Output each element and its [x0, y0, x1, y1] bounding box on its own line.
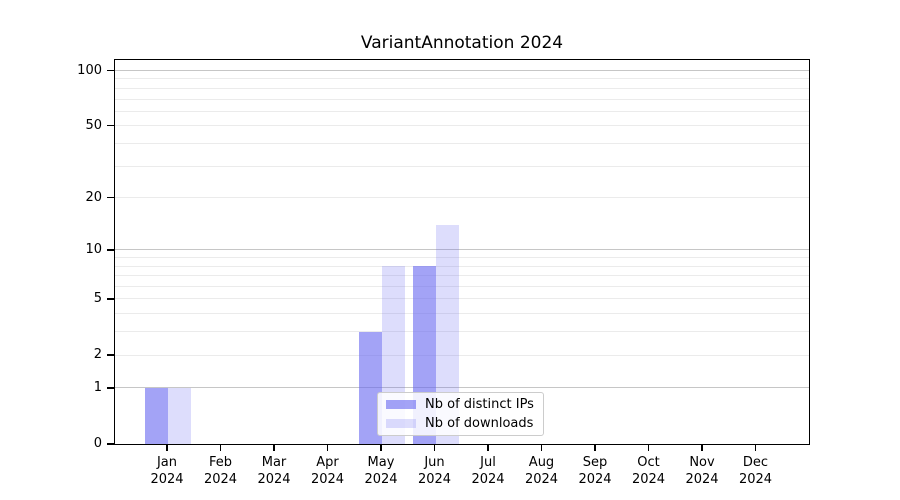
- legend: Nb of distinct IPs Nb of downloads: [377, 392, 544, 436]
- x-axis-tick: [540, 444, 543, 451]
- x-axis-tick-label: Oct 2024: [631, 455, 666, 487]
- gridline-minor: [115, 275, 809, 277]
- legend-swatch-distinct-ips: [386, 400, 416, 409]
- gridline-major: [115, 70, 809, 71]
- legend-item-distinct-ips: Nb of distinct IPs: [386, 397, 535, 412]
- x-axis-tick-label: May 2024: [364, 455, 398, 487]
- y-axis-tick: [107, 249, 114, 251]
- y-axis-tick: [107, 354, 114, 356]
- y-axis-tick: [107, 69, 114, 72]
- legend-label-downloads: Nb of downloads: [425, 416, 534, 431]
- chart-title: VariantAnnotation 2024: [360, 33, 564, 53]
- x-axis-tick: [594, 444, 596, 451]
- y-axis-tick-label: 2: [93, 347, 102, 363]
- gridline-minor: [115, 197, 809, 199]
- plot-area: [114, 59, 810, 445]
- gridline-major: [115, 249, 809, 251]
- gridline-minor: [115, 257, 809, 259]
- x-axis-tick: [487, 444, 489, 451]
- x-axis-tick: [326, 444, 329, 451]
- x-axis-tick-label: Aug 2024: [524, 455, 559, 487]
- bar-downloads: [435, 224, 459, 444]
- gridline-minor: [115, 313, 809, 315]
- x-axis-tick-label: Jun 2024: [417, 455, 452, 487]
- y-axis-tick: [107, 125, 114, 127]
- x-axis-tick: [166, 444, 168, 451]
- bar-distinct-ips: [145, 387, 168, 444]
- x-axis-tick: [701, 444, 703, 451]
- x-axis-tick-label: Jan 2024: [150, 455, 184, 487]
- gridline-minor: [115, 98, 809, 100]
- y-axis-tick: [107, 443, 114, 445]
- x-axis-tick: [754, 444, 757, 451]
- x-axis-tick-label: Sep 2024: [578, 455, 612, 487]
- x-axis-tick-label: Dec 2024: [738, 455, 773, 487]
- y-axis-tick: [107, 298, 114, 300]
- gridline-minor: [115, 78, 809, 80]
- gridline-minor: [115, 354, 809, 356]
- gridline-minor: [115, 265, 809, 267]
- x-axis-tick: [647, 444, 650, 451]
- gridline-minor: [115, 87, 809, 89]
- x-axis-tick: [219, 444, 222, 451]
- x-axis-tick-label: Nov 2024: [685, 455, 719, 487]
- gridline-minor: [115, 165, 809, 167]
- y-axis-tick-label: 10: [85, 241, 102, 257]
- y-axis-tick-label: 50: [85, 117, 102, 133]
- x-axis-tick-label: Feb 2024: [203, 455, 238, 487]
- gridline-minor: [115, 286, 809, 288]
- gridline-minor: [115, 331, 809, 333]
- y-axis-tick-label: 20: [85, 189, 102, 205]
- bar-distinct-ips: [359, 331, 382, 444]
- x-axis-tick: [380, 444, 382, 451]
- gridline-minor: [115, 110, 809, 112]
- y-axis-tick-label: 1: [93, 379, 102, 395]
- x-axis-tick-label: Jul 2024: [471, 455, 505, 487]
- gridline-minor: [115, 298, 809, 300]
- bar-downloads: [168, 387, 191, 444]
- y-axis-tick-label: 100: [77, 62, 102, 78]
- legend-swatch-downloads: [386, 419, 416, 428]
- y-axis-tick: [107, 196, 114, 199]
- x-axis-tick: [273, 444, 275, 451]
- legend-item-downloads: Nb of downloads: [386, 416, 535, 431]
- legend-label-distinct-ips: Nb of distinct IPs: [425, 397, 534, 412]
- x-axis-tick-label: Apr 2024: [310, 455, 345, 487]
- y-axis-tick: [107, 387, 114, 389]
- gridline-minor: [115, 125, 809, 127]
- y-axis-tick-label: 5: [93, 290, 102, 306]
- y-axis-tick-label: 0: [93, 436, 102, 451]
- x-axis-tick: [433, 444, 436, 451]
- gridline-major: [115, 387, 809, 389]
- x-axis-tick-label: Mar 2024: [257, 455, 291, 487]
- gridline-minor: [115, 142, 809, 144]
